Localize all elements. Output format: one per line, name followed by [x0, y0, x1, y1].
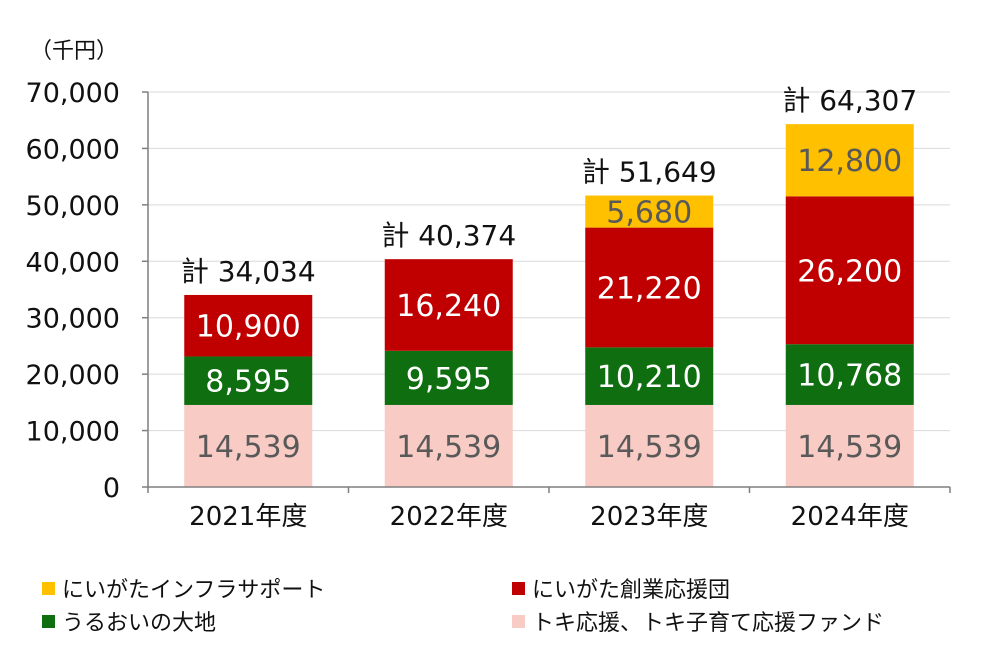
data-label: 10,900: [196, 310, 301, 345]
bar-segment: [785, 196, 914, 345]
total-labels: 計 34,034 計 40,374 計 51,649 計 64,307: [181, 84, 917, 288]
bar-segment: [585, 404, 714, 487]
total-label: 計 40,374: [381, 219, 516, 252]
legend-swatch-icon: [42, 614, 55, 628]
bar-segment: [184, 356, 313, 405]
x-tick-label: 2024年度: [791, 502, 909, 532]
data-label: 14,539: [797, 430, 902, 465]
legend-swatch-icon: [42, 581, 55, 595]
x-tick-label: 2022年度: [390, 502, 508, 532]
bar-segment: [384, 259, 513, 351]
legend-item-toki: トキ応援、トキ子育て応援ファンド: [512, 605, 884, 637]
data-label: 5,680: [606, 196, 692, 231]
data-label: 10,210: [597, 360, 702, 395]
y-tick-label: 30,000: [26, 304, 120, 335]
x-tick-label: 2021年度: [189, 502, 307, 532]
legend-swatch-icon: [512, 581, 525, 595]
y-tick-label: 70,000: [26, 78, 120, 109]
y-tick-label: 10,000: [26, 417, 120, 448]
bar-segment: [184, 404, 313, 487]
bar-segment: [785, 404, 914, 487]
y-axis-ticks: 0 10,000 20,000 30,000 40,000 50,000 60,000 70,…: [26, 78, 120, 504]
x-axis-ticks: 2021年度 2022年度 2023年度 2024年度: [189, 502, 909, 532]
data-label: 21,220: [597, 271, 702, 306]
legend-label: にいがたインフラサポート: [62, 578, 326, 603]
bar-segment: [384, 350, 513, 405]
y-tick-label: 0: [103, 473, 120, 504]
data-label: 26,200: [797, 254, 902, 289]
y-tick-label: 50,000: [26, 191, 120, 222]
legend-label: うるおいの大地: [62, 611, 217, 636]
bar-segment: [384, 404, 513, 487]
bar-segment: [585, 195, 714, 228]
unit-label: （千円）: [30, 39, 118, 64]
data-label: 14,539: [196, 430, 301, 465]
legend: にいがたインフラサポート にいがた創業応援団 うるおいの大地 トキ応援、トキ子育…: [0, 560, 1000, 660]
total-label: 計 51,649: [582, 156, 717, 189]
legend-label: にいがた創業応援団: [532, 578, 731, 603]
axes: [142, 91, 951, 493]
y-tick-label: 20,000: [26, 360, 120, 391]
legend-item-infra: にいがたインフラサポート: [42, 572, 325, 604]
x-tick-label: 2023年度: [590, 502, 708, 532]
bar-segment: [585, 227, 714, 348]
bars: 14,539 8,595 10,900 14,539 9,595 16,240 14,539…: [184, 124, 914, 487]
bar-segment: [585, 347, 714, 405]
y-tick-label: 40,000: [26, 247, 120, 278]
total-label: 計 64,307: [782, 84, 917, 117]
data-label: 10,768: [797, 359, 902, 394]
legend-swatch-icon: [512, 614, 525, 628]
data-label: 14,539: [396, 430, 501, 465]
y-tick-label: 60,000: [26, 134, 120, 165]
data-label: 16,240: [396, 289, 501, 324]
legend-label: トキ応援、トキ子育て応援ファンド: [532, 611, 885, 636]
legend-item-uruoi: うるおいの大地: [42, 605, 216, 637]
bar-segment: [184, 294, 313, 357]
bar-segment: [785, 344, 914, 405]
data-label: 8,595: [205, 365, 291, 400]
total-label: 計 34,034: [181, 255, 316, 288]
data-label: 14,539: [597, 430, 702, 465]
bar-segment: [785, 124, 914, 197]
data-label: 9,595: [406, 362, 492, 397]
data-label: 12,800: [797, 144, 902, 179]
legend-item-sogyo: にいがた創業応援団: [512, 572, 730, 604]
